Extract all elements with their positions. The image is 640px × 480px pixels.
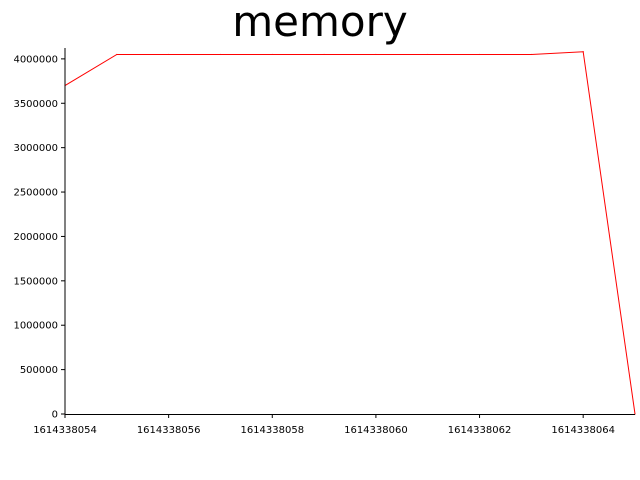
x-tick-label: 1614338064 [551, 425, 615, 436]
y-tick-label: 2500000 [13, 188, 58, 199]
y-tick-label: 1000000 [13, 321, 58, 332]
x-tick-label: 1614338060 [344, 425, 408, 436]
data-point [530, 53, 532, 56]
y-tick-label: 2000000 [13, 232, 58, 243]
y-tick-label: 1500000 [13, 276, 58, 287]
chart-title: memory [232, 0, 408, 46]
data-point [168, 53, 170, 56]
data-point [271, 53, 273, 56]
data-point [478, 53, 481, 56]
y-tick-label: 500000 [20, 365, 58, 376]
series-line [64, 51, 636, 415]
data-point [219, 53, 222, 56]
x-axis-ticks: 1614338054 1614338056 1614338058 1614338060… [33, 414, 615, 436]
y-axis-ticks: 0 500000 1000000 1500000 2000000 2500000 30000… [13, 54, 65, 421]
x-tick-label: 1614338058 [240, 425, 304, 436]
y-tick-label: 0 [52, 410, 58, 421]
data-point [582, 51, 584, 53]
y-tick-label: 3500000 [13, 99, 58, 110]
x-tick-label: 1614338054 [33, 425, 97, 436]
data-point [323, 53, 325, 56]
series-layer [64, 51, 636, 415]
x-tick-label: 1614338056 [137, 425, 201, 436]
data-point [427, 53, 429, 56]
x-tick-label: 1614338062 [448, 425, 512, 436]
y-tick-label: 4000000 [13, 54, 58, 65]
data-point [375, 53, 377, 56]
y-tick-label: 3000000 [13, 143, 58, 154]
data-point [116, 53, 118, 56]
